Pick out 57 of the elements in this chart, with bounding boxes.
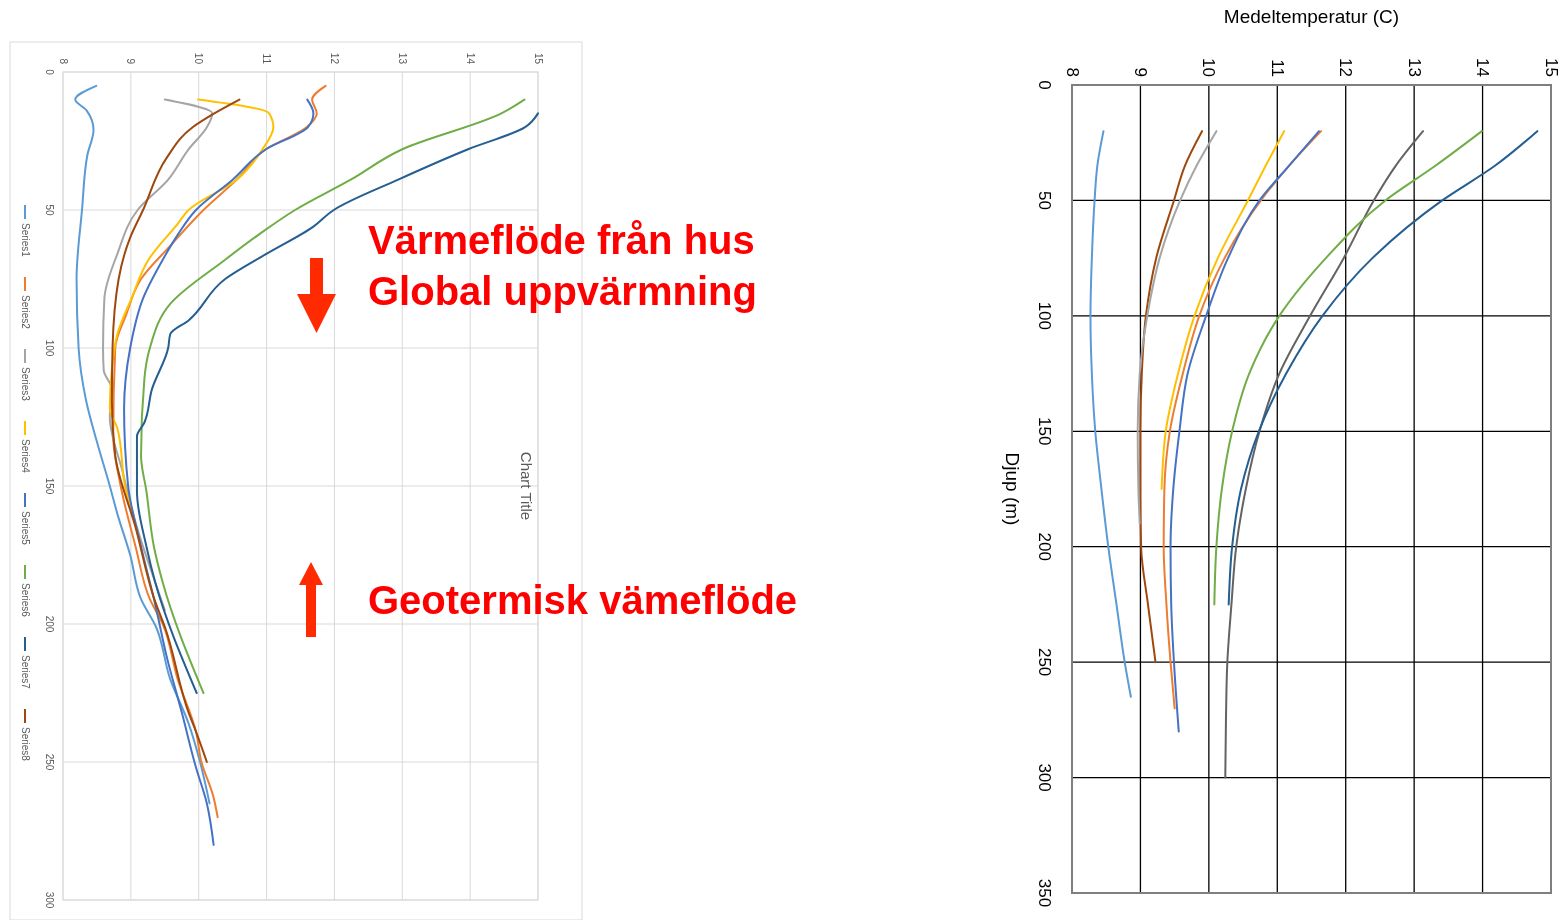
line-series — [112, 84, 327, 819]
line-series — [102, 98, 214, 612]
legend-label: Series5 — [19, 511, 31, 546]
y-tick-label: 300 — [43, 891, 55, 909]
annotation: Global uppvärmning — [368, 269, 757, 313]
x-tick-label: 10 — [193, 52, 205, 65]
y-tick-label: 300 — [1034, 763, 1054, 792]
y-tick-label: 150 — [1034, 417, 1054, 446]
y-tick-label: 200 — [1034, 532, 1054, 561]
legend-label: Series3 — [19, 367, 31, 402]
legend-label: Series1 — [19, 223, 31, 258]
line-series — [1160, 130, 1286, 490]
y-tick-label: 150 — [43, 477, 55, 495]
legend-label: Series6 — [19, 583, 31, 618]
x-tick-label: 11 — [1267, 59, 1287, 77]
x-tick-label: 8 — [57, 58, 69, 65]
legend-label: Series7 — [19, 655, 31, 690]
y-tick-label: 100 — [1034, 301, 1054, 331]
y-tick-label: 200 — [43, 615, 55, 633]
line-series — [1224, 130, 1425, 779]
y-tick-label: 250 — [1034, 647, 1054, 677]
y-tick-label: 250 — [43, 753, 55, 771]
line-series — [1139, 130, 1204, 664]
y-tick-label: 350 — [1034, 878, 1054, 908]
x-tick-label: 15 — [532, 52, 544, 65]
y-tick-label: 100 — [43, 339, 55, 357]
line-series — [110, 98, 241, 763]
annotation: Värmeflöde från hus — [368, 218, 755, 262]
y-tick-label: 0 — [43, 69, 55, 76]
x-tick-label: 12 — [328, 52, 340, 65]
line-series — [1136, 130, 1218, 525]
x-tick-label: 15 — [1541, 58, 1561, 77]
annotation: Geotermisk vämeflöde — [368, 578, 798, 622]
x-tick-label: 11 — [261, 53, 273, 65]
legend-label: Series2 — [19, 295, 31, 330]
y-tick-label: 50 — [43, 204, 55, 216]
line-series — [74, 84, 211, 805]
line-series — [1213, 130, 1483, 606]
y-axis-title: Djup (m) — [1001, 452, 1023, 526]
line-series — [123, 98, 315, 846]
x-tick-label: 14 — [1473, 58, 1493, 77]
y-tick-label: 0 — [1034, 80, 1054, 90]
x-axis-title: Medeltemperatur (C) — [1223, 6, 1400, 27]
x-tick-label: 9 — [125, 58, 137, 65]
x-tick-label: 13 — [1404, 58, 1424, 77]
x-tick-label: 13 — [396, 52, 408, 65]
legend-label: Series4 — [19, 439, 31, 474]
text: Chart Title — [517, 451, 535, 521]
x-tick-label: 12 — [1336, 58, 1356, 77]
x-tick-label: 10 — [1199, 58, 1219, 77]
line-series — [1227, 130, 1539, 606]
x-tick-label: 14 — [464, 52, 476, 65]
y-tick-label: 50 — [1034, 190, 1054, 210]
x-tick-label: 8 — [1062, 67, 1082, 77]
x-tick-label: 9 — [1130, 67, 1150, 77]
line-series — [1089, 130, 1132, 698]
legend-label: Series8 — [19, 727, 31, 762]
